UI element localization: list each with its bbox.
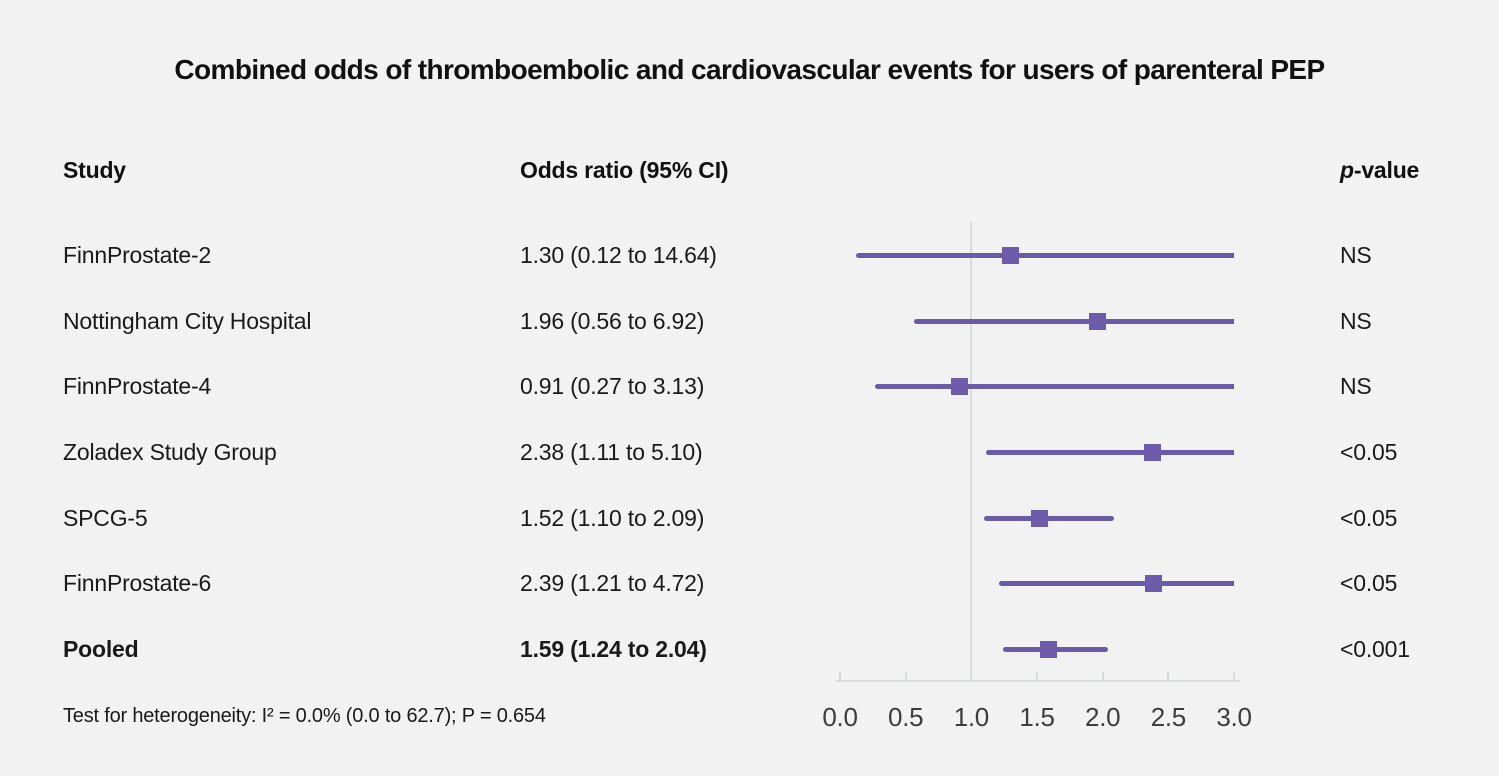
- study-name: Nottingham City Hospital: [63, 308, 312, 334]
- or-marker-finnprostate-4: [951, 377, 968, 395]
- odds-ratio-value: 2.39 (1.21 to 4.72): [520, 570, 705, 596]
- x-axis-tick-label: 1.5: [1019, 702, 1055, 732]
- p-value: <0.05: [1340, 505, 1398, 531]
- odds-ratio-value: 1.52 (1.10 to 2.09): [520, 505, 705, 531]
- p-value-header-italic-p: p: [1340, 157, 1354, 183]
- or-marker-finnprostate-6: [1145, 574, 1163, 592]
- or-marker-pooled: [1040, 640, 1058, 658]
- ci-line-finnprostate-2: [855, 252, 1234, 258]
- study-name: FinnProstate-4: [63, 373, 212, 399]
- odds-ratio-value: 2.38 (1.11 to 5.10): [520, 439, 703, 465]
- or-marker-nottingham-city-hospital: [1088, 312, 1106, 330]
- reference-line-or-1: [970, 222, 973, 682]
- x-axis-tick: [970, 672, 973, 680]
- x-axis-tick-label: 2.0: [1085, 702, 1121, 732]
- odds-ratio-value: 1.96 (0.56 to 6.92): [520, 308, 705, 334]
- x-axis-tick-label: 1.0: [953, 702, 990, 732]
- ci-line-zoladex-study-group: [985, 449, 1234, 455]
- ci-line-spcg-5: [984, 515, 1115, 521]
- or-marker-spcg-5: [1031, 509, 1049, 527]
- study-name-pooled: Pooled: [63, 636, 139, 662]
- ci-line-finnprostate-6: [998, 580, 1234, 586]
- p-value-header-rest: -value: [1353, 157, 1420, 183]
- study-name: FinnProstate-2: [63, 242, 212, 268]
- p-value: NS: [1340, 242, 1372, 268]
- x-axis-tick: [1101, 672, 1104, 680]
- p-value-pooled: <0.001: [1340, 636, 1410, 662]
- x-axis-tick: [904, 672, 907, 680]
- column-header-p-value: p-value: [1340, 155, 1419, 185]
- ci-line-finnprostate-4: [875, 383, 1234, 389]
- odds-ratio-value-pooled: 1.59 (1.24 to 2.04): [520, 636, 707, 662]
- column-header-odds-ratio: Odds ratio (95% CI): [520, 157, 729, 183]
- chart-title: Combined odds of thromboembolic and card…: [174, 54, 1325, 85]
- x-axis-tick: [1036, 672, 1038, 680]
- x-axis-tick-label: 0.5: [888, 702, 924, 732]
- p-value: NS: [1340, 373, 1372, 399]
- odds-ratio-value: 0.91 (0.27 to 3.13): [520, 373, 705, 399]
- x-axis-tick: [1167, 672, 1170, 680]
- ci-line-nottingham-city-hospital: [913, 318, 1234, 324]
- x-axis-tick: [1233, 672, 1235, 680]
- x-axis-tick-label: 3.0: [1216, 702, 1252, 732]
- p-value: NS: [1340, 308, 1372, 334]
- x-axis-tick-label: 0.0: [822, 702, 858, 732]
- x-axis-line: [836, 680, 1240, 682]
- p-value: <0.05: [1340, 439, 1398, 465]
- x-axis-tick: [839, 672, 841, 680]
- study-name: Zoladex Study Group: [63, 439, 277, 465]
- p-value: <0.05: [1340, 570, 1398, 596]
- x-axis-tick-label: 2.5: [1150, 702, 1187, 732]
- study-name: SPCG-5: [63, 505, 148, 531]
- or-marker-zoladex-study-group: [1144, 443, 1162, 461]
- odds-ratio-value: 1.30 (0.12 to 14.64): [520, 242, 717, 268]
- or-marker-finnprostate-2: [1002, 246, 1020, 264]
- study-name: FinnProstate-6: [63, 570, 212, 596]
- column-header-study: Study: [63, 157, 126, 183]
- heterogeneity-footnote: Test for heterogeneity: I² = 0.0% (0.0 t…: [63, 705, 546, 727]
